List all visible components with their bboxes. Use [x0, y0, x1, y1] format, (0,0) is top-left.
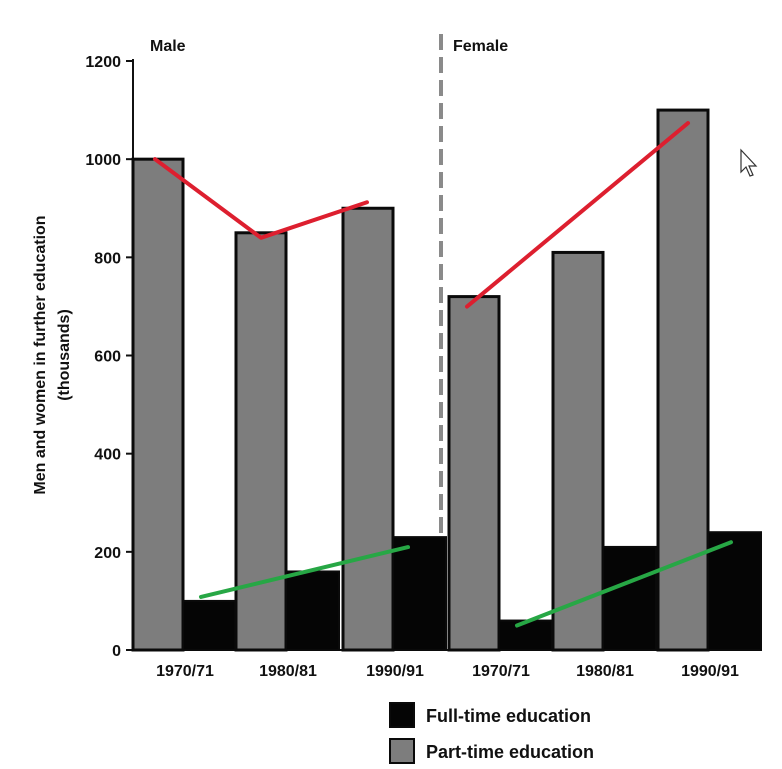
x-tick-label: 1970/71 [156, 663, 214, 680]
y-tick-label: 400 [94, 447, 121, 464]
y-tick-label: 1200 [85, 54, 121, 71]
legend-label: Full-time education [426, 706, 591, 726]
legend-swatch [389, 738, 415, 764]
bar-full-time [392, 536, 447, 652]
x-tick-label: 1980/81 [576, 663, 634, 680]
bar-full-time [602, 545, 657, 651]
panel-label: Female [453, 38, 508, 55]
bar-full-time [707, 531, 762, 652]
trend-line-male-full-time [199, 545, 410, 599]
bar-part-time [447, 295, 501, 652]
trend-line-female-full-time [515, 540, 733, 628]
x-tick-label: 1990/91 [681, 663, 739, 680]
y-tick-label: 200 [94, 545, 121, 562]
bars [131, 108, 762, 652]
trend-line-female-part-time [465, 121, 690, 309]
bar-full-time [182, 599, 237, 652]
trend-lines [153, 121, 733, 628]
y-tick-label: 600 [94, 349, 121, 366]
legend-swatch [389, 702, 415, 728]
y-tick-label: 0 [112, 643, 121, 660]
bar-part-time [131, 157, 185, 652]
panel-label: Male [150, 38, 186, 55]
x-tick-label: 1990/91 [366, 663, 424, 680]
legend-label: Part-time education [426, 742, 594, 762]
y-axis-label: (thousands) [56, 309, 73, 401]
cursor-arrow-icon [740, 148, 758, 177]
y-tick-label: 1000 [85, 152, 121, 169]
bar-part-time [551, 250, 605, 652]
x-tick-label: 1970/71 [472, 663, 530, 680]
bar-full-time [498, 619, 553, 651]
y-tick-label: 800 [94, 250, 121, 267]
labels: Men and women in further education (thous… [32, 38, 739, 680]
trend-line-male-part-time [153, 157, 369, 240]
bar-full-time [285, 570, 340, 652]
legend: Full-time education Part-time education [389, 148, 758, 764]
bar-part-time [341, 206, 395, 652]
y-axis-label: Men and women in further education [32, 215, 49, 494]
x-tick-label: 1980/81 [259, 663, 317, 680]
